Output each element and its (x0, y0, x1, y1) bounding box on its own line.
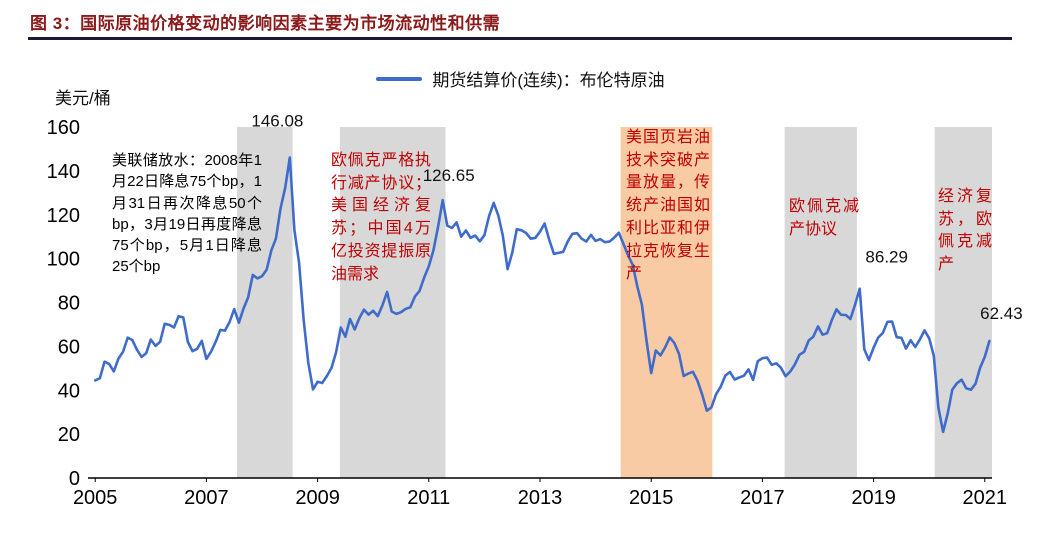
x-tick-label: 2015 (629, 487, 674, 509)
point-label: 86.29 (865, 248, 908, 267)
x-tick-label: 2019 (851, 487, 896, 509)
point-label: 126.65 (423, 166, 475, 185)
highlight-band (620, 127, 713, 478)
x-tick-label: 2017 (740, 487, 785, 509)
x-tick-label: 2021 (963, 487, 1008, 509)
x-tick-label: 2011 (407, 487, 450, 509)
point-label: 146.08 (251, 112, 303, 131)
y-tick-label: 0 (69, 468, 80, 490)
y-axis-unit-label: 美元/桶 (55, 89, 111, 108)
x-tick-label: 2005 (73, 487, 118, 509)
legend-label: 期货结算价(连续)：布伦特原油 (432, 71, 665, 90)
point-label: 62.43 (980, 304, 1023, 323)
highlight-band (339, 127, 446, 478)
highlight-band (934, 127, 992, 478)
legend-line-icon (376, 76, 423, 81)
highlight-band (784, 127, 857, 478)
x-tick-label: 2009 (295, 487, 340, 509)
y-tick-label: 140 (47, 161, 80, 183)
y-tick-label: 60 (58, 336, 80, 358)
price-line (93, 156, 991, 434)
figure-title: 图 3：国际原油价格变动的影响因素主要为市场流动性和供需 (30, 14, 501, 33)
title-underline (28, 37, 1012, 40)
x-tick-label: 2013 (518, 487, 563, 509)
y-tick-label: 120 (47, 205, 80, 227)
y-tick-label: 20 (58, 424, 80, 446)
y-tick-label: 80 (58, 293, 80, 315)
y-tick-label: 40 (58, 380, 80, 402)
legend: 期货结算价(连续)：布伦特原油 (0, 66, 1041, 91)
y-tick-label: 160 (47, 117, 80, 139)
x-tick-label: 2007 (184, 487, 229, 509)
y-tick-label: 100 (47, 249, 80, 271)
